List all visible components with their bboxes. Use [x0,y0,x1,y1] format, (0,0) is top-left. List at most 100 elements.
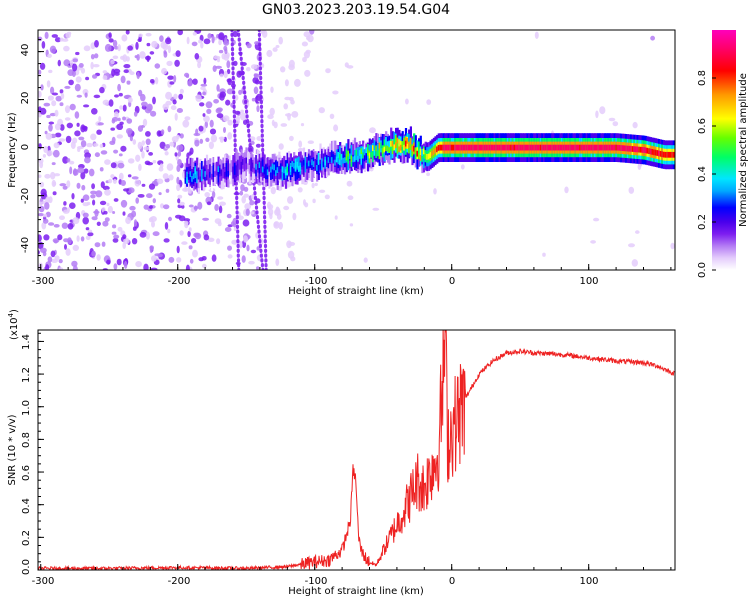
ridge-cell [298,156,301,169]
noise-cell [120,180,127,186]
noise-cell [168,174,174,181]
ridge-cell [281,166,284,173]
noise-cell [108,32,112,38]
streak-cell [241,71,245,76]
noise-cell [84,152,91,159]
ridge-cell [506,144,509,151]
noise-cell [173,75,177,83]
noise-cell [270,186,276,195]
noise-cell [110,174,115,179]
noise-cell [188,227,192,232]
ridge-cell [368,152,371,159]
noise-cell [307,140,314,144]
top-ytick-label-minus40: -40 [20,237,31,253]
ridge-cell [422,148,426,169]
streak-cell [246,123,250,129]
noise-cell [460,164,465,170]
noise-cell [177,159,182,166]
ridge-cell [253,167,256,174]
ridge-cell [227,170,230,177]
ridge-cell [187,166,191,179]
noise-cell [219,93,225,101]
noise-cell [64,244,67,250]
ridge-cell [579,144,582,151]
noise-cell [208,141,214,150]
ridge-cell [207,172,210,185]
streak-cell [245,114,249,119]
noise-cell [76,235,80,242]
noise-cell [303,199,306,206]
noise-cell [99,86,105,94]
ridge-cell [603,144,606,151]
noise-cell [126,128,133,135]
ridge-cell [666,151,669,158]
noise-cell [53,142,60,149]
noise-cell [249,200,255,206]
ridge-cell [306,162,309,169]
ridge-cell [298,166,301,172]
streak-cell [260,123,264,129]
noise-cell [55,132,62,138]
streak-cell [241,75,245,81]
streak-cell [255,210,259,215]
noise-cell [433,188,437,195]
ridge-cell [633,146,636,152]
spectrogram-x-axis-label: Height of straight line (km) [288,286,424,297]
ridge-cell [355,149,358,156]
noise-cell [106,259,111,265]
ridge-cell [275,160,278,173]
spectrogram-x-tick-labels: -300 -200 -100 0 100 [32,276,599,287]
ridge-cell [247,155,250,168]
noise-cell [110,162,117,169]
snr-ytick-label-1-4: 1.4 [21,334,32,350]
noise-cell [203,38,211,45]
noise-cell [82,202,90,207]
spectrogram-y-tick-labels: 40 20 0 -20 -40 [20,44,31,254]
noise-cell [58,138,66,142]
noise-cell [80,198,84,203]
snr-ytick-label-0-4: 0.4 [21,498,32,514]
ridge-cell [651,149,654,155]
streak-cell [262,200,266,205]
svg-text:(x104): (x104) [7,309,20,340]
noise-cell [211,35,215,44]
ridge-cell [212,171,215,177]
noise-cell [102,99,110,106]
snr-x-axis-label: Height of straight line (km) [288,586,424,597]
top-ytick-label-20: 20 [20,92,31,105]
ridge-cell [413,145,416,152]
noise-cell [218,32,225,40]
ridge-cell [597,144,600,151]
colorbar-ticks [712,77,716,271]
noise-cell [107,205,113,214]
noise-cell [240,184,245,192]
streak-cell [258,42,262,47]
ridge-cell [472,144,475,151]
noise-cell [167,228,171,234]
noise-cell [111,117,119,122]
noise-cell [102,220,109,227]
noise-cell [39,181,45,188]
noise-cell [628,243,635,248]
ridge-cell [391,142,394,155]
streak-cell [237,37,241,42]
ridge-cell [505,144,508,151]
noise-cell [48,124,53,132]
noise-cell [119,105,124,110]
snr-y-tick-labels: 1.4 1.2 1.0 0.8 0.6 0.4 0.2 0.0 [21,334,32,575]
noise-cell [218,49,224,54]
noise-cell [94,242,101,248]
noise-cell [43,146,49,153]
noise-cell [54,37,62,43]
noise-cell [145,138,151,146]
noise-cell [120,199,128,208]
ridge-cell [330,157,334,163]
streak-cell [232,109,236,114]
noise-cell [118,92,123,97]
noise-cell [129,205,136,211]
colorbar-tick-0-6: 0.6 [697,118,708,134]
streak-cell [232,114,236,119]
noise-cell [194,53,200,60]
noise-cell [76,94,83,98]
